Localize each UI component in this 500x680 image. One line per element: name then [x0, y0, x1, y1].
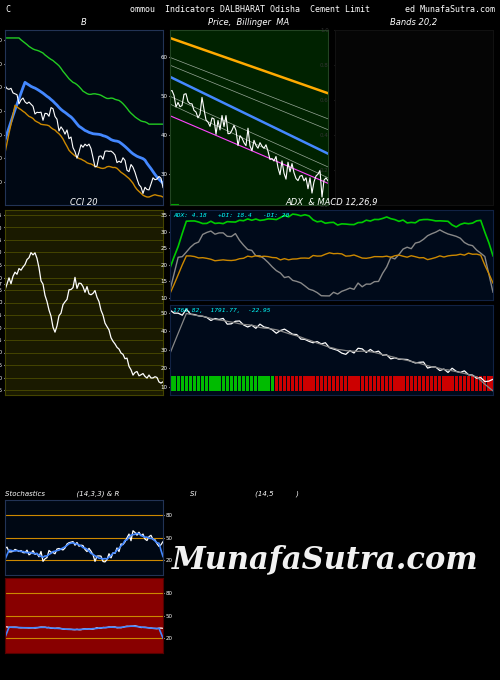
Bar	[344, 376, 348, 391]
Bar	[312, 376, 314, 391]
Bar	[234, 376, 237, 391]
Text: ADX: 4.18   +DI: 18.4   -DI: 20: ADX: 4.18 +DI: 18.4 -DI: 20	[173, 213, 290, 218]
Bar	[360, 376, 364, 391]
Bar	[270, 376, 274, 391]
Bar	[210, 376, 212, 391]
Bar	[454, 376, 458, 391]
Text: ed MunafaSutra.com: ed MunafaSutra.com	[405, 5, 495, 14]
Bar	[458, 376, 462, 391]
Bar	[180, 376, 184, 391]
Text: ADX  & MACD 12,26,9: ADX & MACD 12,26,9	[285, 198, 378, 207]
Bar	[287, 376, 290, 391]
Bar	[340, 376, 344, 391]
Bar	[238, 376, 241, 391]
Bar	[308, 376, 310, 391]
Bar	[214, 376, 216, 391]
Bar	[230, 376, 233, 391]
Bar	[222, 376, 225, 391]
Bar	[218, 376, 220, 391]
Bar	[295, 376, 298, 391]
Bar	[430, 376, 434, 391]
Text: CCI 20: CCI 20	[70, 198, 98, 207]
Bar	[250, 376, 254, 391]
Bar	[324, 376, 327, 391]
Bar	[316, 376, 319, 391]
Bar	[368, 376, 372, 391]
Bar	[398, 376, 400, 391]
Bar	[279, 376, 282, 391]
Bar	[320, 376, 323, 391]
Bar	[492, 376, 494, 391]
Bar	[201, 376, 204, 391]
Bar	[246, 376, 250, 391]
Bar	[471, 376, 474, 391]
Bar	[467, 376, 470, 391]
Bar	[254, 376, 258, 391]
Bar	[418, 376, 421, 391]
Bar	[291, 376, 294, 391]
Bar	[410, 376, 413, 391]
Bar	[364, 376, 368, 391]
Text: Price,  Billinger  MA: Price, Billinger MA	[208, 18, 290, 27]
Bar	[283, 376, 286, 391]
Bar	[377, 376, 380, 391]
Text: 1768.82,  1791.77,  -22.95: 1768.82, 1791.77, -22.95	[173, 308, 270, 313]
Bar	[426, 376, 429, 391]
Bar	[352, 376, 356, 391]
Bar	[184, 376, 188, 391]
Bar	[304, 376, 306, 391]
Bar	[406, 376, 409, 391]
Bar	[483, 376, 486, 391]
Text: Bands 20,2: Bands 20,2	[390, 18, 438, 27]
Bar	[356, 376, 360, 391]
Bar	[462, 376, 466, 391]
Bar	[442, 376, 446, 391]
Bar	[168, 376, 172, 391]
Bar	[488, 376, 490, 391]
Bar	[381, 376, 384, 391]
Bar	[438, 376, 442, 391]
Bar	[475, 376, 478, 391]
Bar	[262, 376, 266, 391]
Bar	[336, 376, 340, 391]
Bar	[414, 376, 417, 391]
Bar	[189, 376, 192, 391]
Bar	[373, 376, 376, 391]
Bar	[274, 376, 278, 391]
Bar	[258, 376, 262, 391]
Text: SI                          (14,5          ): SI (14,5 )	[190, 490, 299, 496]
Bar	[328, 376, 331, 391]
Bar	[266, 376, 270, 391]
Bar	[242, 376, 245, 391]
Bar	[385, 376, 388, 391]
Bar	[172, 376, 176, 391]
Bar	[402, 376, 404, 391]
Text: Stochastics              (14,3,3) & R: Stochastics (14,3,3) & R	[5, 490, 119, 496]
Bar	[205, 376, 208, 391]
Text: ommou  Indicators DALBHARAT Odisha  Cement Limit: ommou Indicators DALBHARAT Odisha Cement…	[130, 5, 370, 14]
Bar	[226, 376, 229, 391]
Bar	[422, 376, 425, 391]
Bar	[450, 376, 454, 391]
Text: B: B	[81, 18, 87, 27]
Bar	[197, 376, 200, 391]
Bar	[176, 376, 180, 391]
Bar	[193, 376, 196, 391]
Bar	[389, 376, 392, 391]
Bar	[434, 376, 438, 391]
Bar	[393, 376, 396, 391]
Bar	[332, 376, 335, 391]
Text: MunafaSutra.com: MunafaSutra.com	[172, 545, 478, 575]
Bar	[446, 376, 450, 391]
Bar	[479, 376, 482, 391]
Bar	[299, 376, 302, 391]
Text: C: C	[5, 5, 10, 14]
Bar	[348, 376, 352, 391]
